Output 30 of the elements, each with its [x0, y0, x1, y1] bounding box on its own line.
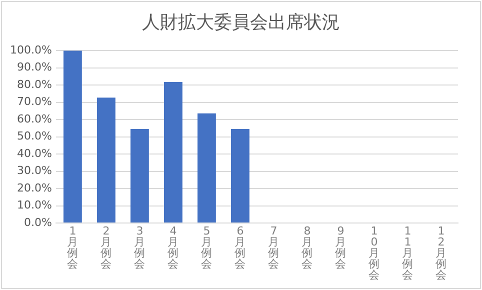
y-tick-label: 0.0% [24, 216, 52, 229]
x-tick-label: 6月例会 [234, 224, 246, 270]
x-tick-label: 1月例会 [67, 224, 78, 270]
bar [164, 82, 182, 222]
x-tick-label: 9月例会 [335, 224, 346, 270]
y-tick-label: 90.0% [16, 60, 52, 74]
y-tick-label: 10.0% [16, 198, 52, 212]
y-tick-label: 70.0% [16, 95, 52, 108]
bar [96, 98, 116, 222]
y-tick-label: 100.0% [10, 43, 52, 56]
y-tick-label: 60.0% [16, 112, 52, 126]
bar [198, 113, 216, 222]
x-tick-label: 10月例会 [368, 224, 380, 282]
y-tick-label: 30.0% [16, 164, 52, 178]
x-tick-label: 5月例会 [201, 224, 212, 270]
y-tick-label: 50.0% [16, 130, 52, 143]
x-tick-label: 4月例会 [168, 224, 179, 270]
x-tick-label: 12月例会 [436, 224, 447, 282]
chart-title: 人財拡大委員会出席状況 [141, 11, 341, 34]
bar [63, 50, 82, 222]
y-tick-label: 40.0% [16, 146, 52, 160]
bar [130, 129, 149, 222]
x-tick-label: 7月例会 [268, 224, 280, 270]
x-tick-label: 11月例会 [402, 224, 414, 282]
x-tick-label: 3月例会 [134, 224, 146, 270]
y-tick-label: 20.0% [16, 181, 52, 194]
y-tick-label: 80.0% [16, 78, 52, 91]
bar [231, 129, 250, 222]
x-tick-label: 8月例会 [302, 224, 313, 270]
x-tick-label: 2月例会 [100, 224, 112, 270]
